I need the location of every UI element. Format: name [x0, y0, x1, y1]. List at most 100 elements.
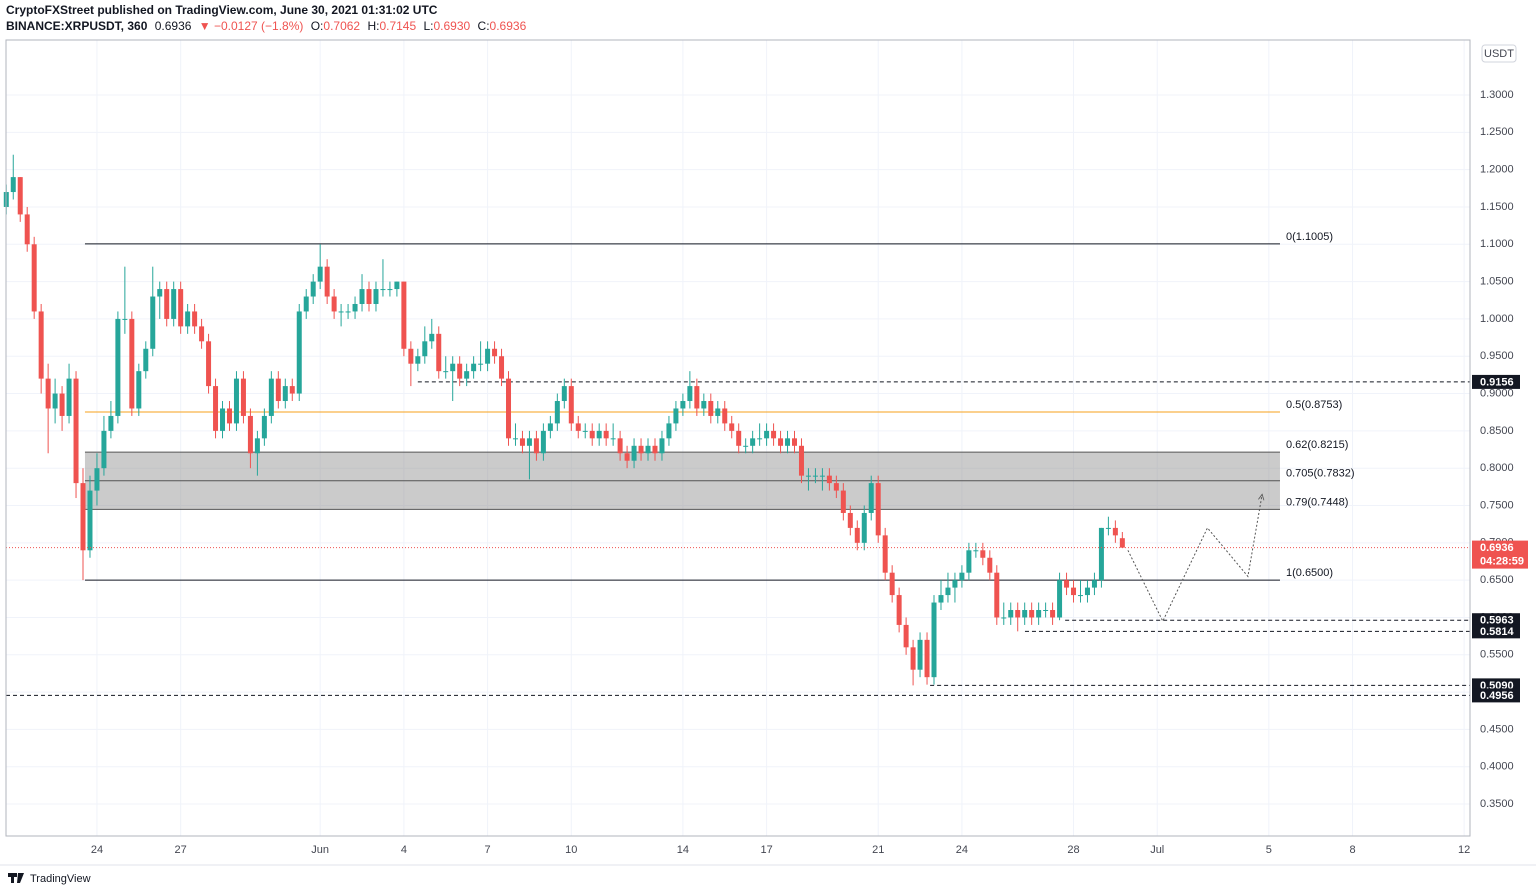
candle-body	[45, 378, 51, 409]
candle-body	[164, 289, 170, 319]
candle-body	[833, 483, 839, 491]
candle-body	[645, 445, 651, 454]
candle-body	[150, 296, 156, 349]
candle-body	[701, 401, 707, 409]
candle-body	[694, 386, 700, 409]
y-tick-label: 0.3500	[1480, 798, 1514, 810]
candle-body	[199, 326, 205, 342]
x-tick-label: 4	[401, 844, 407, 856]
candle-body	[289, 386, 295, 394]
candle-body	[750, 438, 756, 446]
candle-body	[387, 289, 393, 291]
candle-body	[994, 572, 1000, 618]
candle-body	[366, 289, 372, 304]
candle-body	[792, 438, 798, 446]
candle-body	[966, 550, 972, 573]
candle-body	[931, 602, 937, 678]
candle-body	[457, 363, 463, 379]
candle-body	[624, 453, 630, 461]
candle-body	[254, 438, 260, 454]
candle-body	[506, 378, 512, 439]
candle-body	[798, 445, 804, 476]
ohlc-v: 0.6936	[490, 19, 527, 33]
candle-body	[38, 311, 44, 379]
fib-label: 0.79(0.7448)	[1286, 496, 1348, 508]
change: ▼ −0.0127 (−1.8%)	[199, 19, 304, 33]
candle-body	[31, 244, 37, 312]
candle-body	[1064, 580, 1070, 588]
candle-body	[1050, 610, 1056, 618]
level-price-label: 0.5814	[1480, 626, 1515, 638]
candle-body	[464, 371, 470, 379]
candle-body	[917, 639, 923, 670]
candle-body	[617, 438, 623, 454]
candle-body	[582, 430, 588, 432]
y-tick-label: 1.2000	[1480, 164, 1514, 176]
candle-body	[519, 438, 525, 446]
candle-body	[213, 386, 219, 431]
candle-body	[896, 595, 902, 625]
candle-body	[631, 445, 637, 461]
unit-badge[interactable]	[1481, 44, 1517, 63]
candle-body	[247, 415, 253, 454]
candle-body	[192, 311, 198, 327]
candle-body	[805, 475, 811, 477]
plot-area: 0(1.1005) 0.5(0.8753) 0.62(0.8215) 0.705(0.…	[3, 40, 1470, 836]
candle-body	[310, 281, 316, 297]
candle-body	[826, 475, 832, 484]
level-price-label: 0.5963	[1480, 615, 1514, 627]
candle-body	[973, 550, 979, 552]
y-tick-label: 0.4500	[1480, 723, 1514, 735]
ohlc-k: H:	[367, 19, 379, 33]
candle-body	[59, 393, 65, 416]
candle-body	[24, 214, 30, 245]
candle-body	[1119, 538, 1125, 548]
candle-body	[492, 348, 498, 357]
candle-body	[596, 430, 602, 439]
x-tick-label: 17	[760, 844, 772, 856]
candle-body	[952, 580, 958, 588]
candle-body	[847, 512, 853, 528]
candle-body	[854, 527, 860, 543]
y-tick-label: 1.0000	[1480, 313, 1514, 325]
candle-body	[317, 266, 323, 282]
x-tick-label: 12	[1458, 844, 1470, 856]
level-price-box	[1472, 688, 1520, 703]
candle-body	[380, 289, 386, 291]
candle-body	[868, 483, 874, 513]
candle-body	[1091, 580, 1097, 588]
candle-body	[889, 572, 895, 596]
candle-body	[157, 289, 163, 297]
x-tick-label: Jul	[1150, 844, 1164, 856]
candle-body	[1077, 595, 1083, 597]
candle-body	[1112, 527, 1118, 536]
candle-body	[443, 371, 449, 373]
footer-brand: TradingView	[30, 873, 91, 885]
candle-body	[708, 401, 714, 416]
candle-body	[533, 438, 539, 454]
candle-body	[743, 445, 749, 447]
current-price-label: 0.6936	[1480, 542, 1514, 554]
candle-body	[1015, 610, 1021, 618]
candle-body	[764, 430, 770, 439]
level-price-label: 0.4956	[1480, 690, 1514, 702]
candle-body	[910, 647, 916, 670]
candle-body	[540, 430, 546, 454]
fib-label: 0.705(0.7832)	[1286, 468, 1355, 480]
x-tick-label: 7	[485, 844, 491, 856]
candle-body	[136, 371, 142, 409]
level-price-label: 0.9156	[1480, 376, 1514, 388]
y-tick-label: 1.1500	[1480, 201, 1514, 213]
candle-body	[1084, 587, 1090, 596]
candle-body	[261, 415, 267, 439]
y-tick-label: 1.2500	[1480, 126, 1514, 138]
x-tick-label: 21	[872, 844, 884, 856]
x-tick-label: 24	[956, 844, 968, 856]
candle-body	[945, 587, 951, 596]
candle-body	[785, 438, 791, 446]
candle-body	[352, 303, 358, 312]
candle-body	[778, 438, 784, 446]
candle-body	[275, 378, 281, 402]
candle-body	[143, 348, 149, 372]
